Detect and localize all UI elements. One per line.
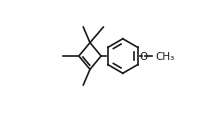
Text: O: O — [139, 52, 147, 61]
Text: CH₃: CH₃ — [156, 52, 175, 61]
